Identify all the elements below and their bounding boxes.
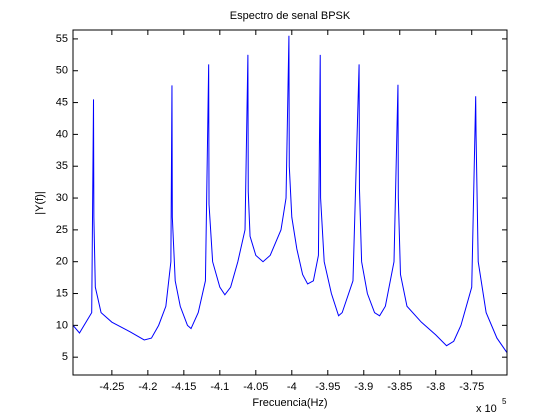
y-tick-label: 40 — [56, 128, 68, 140]
data-line — [72, 35, 508, 354]
chart-title: Espectro de senal BPSK — [230, 10, 351, 22]
y-tick-label: 45 — [56, 96, 68, 108]
y-tick-label: 55 — [56, 33, 68, 45]
y-tick-label: 5 — [62, 351, 68, 363]
y-tick-label: 50 — [56, 65, 68, 77]
y-tick-label: 20 — [56, 256, 68, 268]
x-tick-label: -3.95 — [315, 381, 340, 393]
x-tick-label: -4.05 — [243, 381, 268, 393]
x-axis-label: Frecuencia(Hz) — [252, 397, 327, 409]
y-tick-label: 35 — [56, 160, 68, 172]
y-tick-label: 25 — [56, 224, 68, 236]
x-tick-label: -3.75 — [459, 381, 484, 393]
y-tick-label: 10 — [56, 319, 68, 331]
x-tick-label: -4.2 — [138, 381, 157, 393]
x-tick-label: -3.9 — [354, 381, 373, 393]
x-tick-label: -4.1 — [210, 381, 229, 393]
y-tick-label: 30 — [56, 192, 68, 204]
x-multiplier-exponent: 5 — [502, 397, 507, 406]
x-tick-label: -3.85 — [387, 381, 412, 393]
x-tick-label: -4.25 — [99, 381, 124, 393]
x-tick-label: -3.8 — [426, 381, 445, 393]
x-tick-label: -4 — [287, 381, 297, 393]
y-tick-label: 15 — [56, 287, 68, 299]
x-tick-label: -4.15 — [171, 381, 196, 393]
y-axis-label: |Y(f)| — [34, 191, 46, 214]
plot-frame — [72, 29, 508, 376]
x-multiplier: x 10 — [476, 403, 497, 415]
